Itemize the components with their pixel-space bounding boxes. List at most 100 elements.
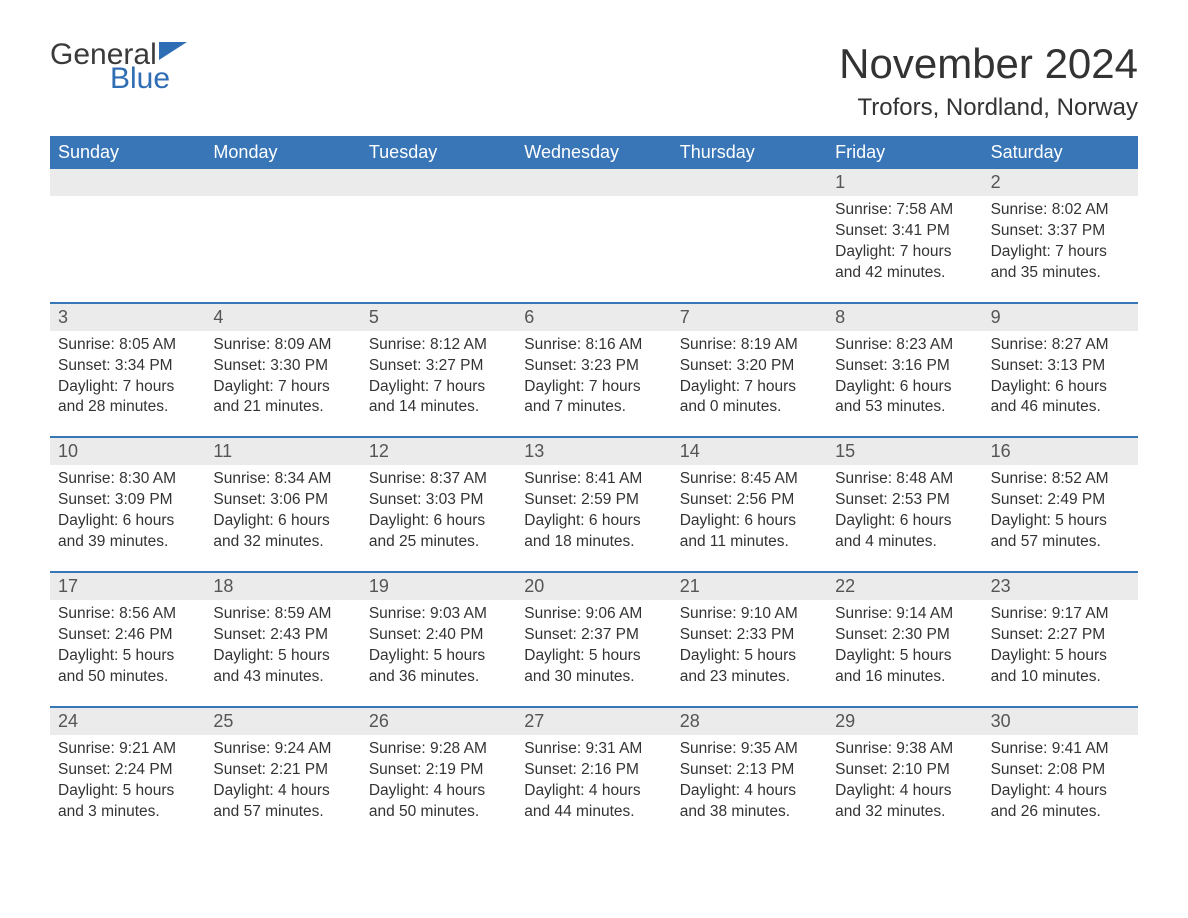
flag-icon <box>159 42 187 64</box>
weekday-header: SundayMondayTuesdayWednesdayThursdayFrid… <box>50 136 1138 169</box>
day-cell: 6Sunrise: 8:16 AMSunset: 3:23 PMDaylight… <box>516 304 671 437</box>
day-cell: 10Sunrise: 8:30 AMSunset: 3:09 PMDayligh… <box>50 438 205 571</box>
day-number <box>516 169 671 196</box>
daylight-line: Daylight: 5 hours and 57 minutes. <box>991 511 1130 553</box>
calendar-week: 10Sunrise: 8:30 AMSunset: 3:09 PMDayligh… <box>50 436 1138 571</box>
day-number: 16 <box>983 438 1138 465</box>
day-details: Sunrise: 8:37 AMSunset: 3:03 PMDaylight:… <box>361 465 516 553</box>
sunrise-line: Sunrise: 8:48 AM <box>835 469 974 490</box>
daylight-line: Daylight: 5 hours and 3 minutes. <box>58 781 197 823</box>
sunrise-line: Sunrise: 9:17 AM <box>991 604 1130 625</box>
day-number: 12 <box>361 438 516 465</box>
sunset-line: Sunset: 2:37 PM <box>524 625 663 646</box>
day-details: Sunrise: 8:02 AMSunset: 3:37 PMDaylight:… <box>983 196 1138 284</box>
sunset-line: Sunset: 3:03 PM <box>369 490 508 511</box>
calendar-week: 24Sunrise: 9:21 AMSunset: 2:24 PMDayligh… <box>50 706 1138 841</box>
day-number: 8 <box>827 304 982 331</box>
sunset-line: Sunset: 2:24 PM <box>58 760 197 781</box>
day-number: 5 <box>361 304 516 331</box>
sunset-line: Sunset: 3:27 PM <box>369 356 508 377</box>
sunrise-line: Sunrise: 8:12 AM <box>369 335 508 356</box>
day-number <box>361 169 516 196</box>
day-details: Sunrise: 8:34 AMSunset: 3:06 PMDaylight:… <box>205 465 360 553</box>
sunrise-line: Sunrise: 9:38 AM <box>835 739 974 760</box>
daylight-line: Daylight: 5 hours and 43 minutes. <box>213 646 352 688</box>
daylight-line: Daylight: 6 hours and 11 minutes. <box>680 511 819 553</box>
day-details: Sunrise: 8:41 AMSunset: 2:59 PMDaylight:… <box>516 465 671 553</box>
day-cell: 29Sunrise: 9:38 AMSunset: 2:10 PMDayligh… <box>827 708 982 841</box>
day-cell: 2Sunrise: 8:02 AMSunset: 3:37 PMDaylight… <box>983 169 1138 302</box>
day-cell: 8Sunrise: 8:23 AMSunset: 3:16 PMDaylight… <box>827 304 982 437</box>
sunrise-line: Sunrise: 8:05 AM <box>58 335 197 356</box>
sunset-line: Sunset: 3:06 PM <box>213 490 352 511</box>
day-cell: 21Sunrise: 9:10 AMSunset: 2:33 PMDayligh… <box>672 573 827 706</box>
sunset-line: Sunset: 3:13 PM <box>991 356 1130 377</box>
day-details: Sunrise: 8:09 AMSunset: 3:30 PMDaylight:… <box>205 331 360 419</box>
daylight-line: Daylight: 5 hours and 16 minutes. <box>835 646 974 688</box>
logo: General Blue <box>50 40 187 94</box>
sunset-line: Sunset: 2:59 PM <box>524 490 663 511</box>
day-number: 25 <box>205 708 360 735</box>
day-number: 14 <box>672 438 827 465</box>
day-number: 15 <box>827 438 982 465</box>
day-details: Sunrise: 8:30 AMSunset: 3:09 PMDaylight:… <box>50 465 205 553</box>
sunset-line: Sunset: 2:49 PM <box>991 490 1130 511</box>
daylight-line: Daylight: 7 hours and 28 minutes. <box>58 377 197 419</box>
sunset-line: Sunset: 3:34 PM <box>58 356 197 377</box>
day-details: Sunrise: 8:05 AMSunset: 3:34 PMDaylight:… <box>50 331 205 419</box>
daylight-line: Daylight: 5 hours and 23 minutes. <box>680 646 819 688</box>
sunset-line: Sunset: 2:27 PM <box>991 625 1130 646</box>
day-details: Sunrise: 9:38 AMSunset: 2:10 PMDaylight:… <box>827 735 982 823</box>
day-cell: 30Sunrise: 9:41 AMSunset: 2:08 PMDayligh… <box>983 708 1138 841</box>
day-number: 27 <box>516 708 671 735</box>
weekday-header-cell: Tuesday <box>361 136 516 169</box>
day-number: 9 <box>983 304 1138 331</box>
daylight-line: Daylight: 5 hours and 10 minutes. <box>991 646 1130 688</box>
day-number: 29 <box>827 708 982 735</box>
day-number <box>672 169 827 196</box>
day-cell: 15Sunrise: 8:48 AMSunset: 2:53 PMDayligh… <box>827 438 982 571</box>
weekday-header-cell: Saturday <box>983 136 1138 169</box>
day-number: 20 <box>516 573 671 600</box>
day-cell: 5 Sunrise: 8:12 AMSunset: 3:27 PMDaylight… <box>361 304 516 437</box>
sunrise-line: Sunrise: 8:19 AM <box>680 335 819 356</box>
sunrise-line: Sunrise: 8:37 AM <box>369 469 508 490</box>
sunrise-line: Sunrise: 8:41 AM <box>524 469 663 490</box>
sunset-line: Sunset: 2:33 PM <box>680 625 819 646</box>
sunrise-line: Sunrise: 8:45 AM <box>680 469 819 490</box>
daylight-line: Daylight: 7 hours and 14 minutes. <box>369 377 508 419</box>
daylight-line: Daylight: 4 hours and 32 minutes. <box>835 781 974 823</box>
day-number <box>205 169 360 196</box>
day-cell: 14Sunrise: 8:45 AMSunset: 2:56 PMDayligh… <box>672 438 827 571</box>
sunset-line: Sunset: 3:09 PM <box>58 490 197 511</box>
day-details: Sunrise: 7:58 AMSunset: 3:41 PMDaylight:… <box>827 196 982 284</box>
day-cell: 3Sunrise: 8:05 AMSunset: 3:34 PMDaylight… <box>50 304 205 437</box>
day-cell: 28Sunrise: 9:35 AMSunset: 2:13 PMDayligh… <box>672 708 827 841</box>
calendar: SundayMondayTuesdayWednesdayThursdayFrid… <box>50 136 1138 840</box>
day-cell: 24Sunrise: 9:21 AMSunset: 2:24 PMDayligh… <box>50 708 205 841</box>
calendar-week: 1Sunrise: 7:58 AMSunset: 3:41 PMDaylight… <box>50 169 1138 302</box>
sunrise-line: Sunrise: 9:35 AM <box>680 739 819 760</box>
day-details: Sunrise: 9:28 AMSunset: 2:19 PMDaylight:… <box>361 735 516 823</box>
day-details: Sunrise: 9:41 AMSunset: 2:08 PMDaylight:… <box>983 735 1138 823</box>
day-details: Sunrise: 8:19 AMSunset: 3:20 PMDaylight:… <box>672 331 827 419</box>
sunrise-line: Sunrise: 7:58 AM <box>835 200 974 221</box>
daylight-line: Daylight: 5 hours and 36 minutes. <box>369 646 508 688</box>
day-cell: 20Sunrise: 9:06 AMSunset: 2:37 PMDayligh… <box>516 573 671 706</box>
sunset-line: Sunset: 3:30 PM <box>213 356 352 377</box>
sunrise-line: Sunrise: 8:59 AM <box>213 604 352 625</box>
sunrise-line: Sunrise: 8:09 AM <box>213 335 352 356</box>
empty-day-cell <box>516 169 671 302</box>
day-details: Sunrise: 8:56 AMSunset: 2:46 PMDaylight:… <box>50 600 205 688</box>
sunrise-line: Sunrise: 8:30 AM <box>58 469 197 490</box>
day-cell: 1Sunrise: 7:58 AMSunset: 3:41 PMDaylight… <box>827 169 982 302</box>
sunset-line: Sunset: 3:41 PM <box>835 221 974 242</box>
weekday-header-cell: Friday <box>827 136 982 169</box>
day-details: Sunrise: 9:10 AMSunset: 2:33 PMDaylight:… <box>672 600 827 688</box>
sunrise-line: Sunrise: 9:31 AM <box>524 739 663 760</box>
day-number: 28 <box>672 708 827 735</box>
day-details: Sunrise: 8:52 AMSunset: 2:49 PMDaylight:… <box>983 465 1138 553</box>
day-cell: 27Sunrise: 9:31 AMSunset: 2:16 PMDayligh… <box>516 708 671 841</box>
day-cell: 13Sunrise: 8:41 AMSunset: 2:59 PMDayligh… <box>516 438 671 571</box>
day-number: 6 <box>516 304 671 331</box>
